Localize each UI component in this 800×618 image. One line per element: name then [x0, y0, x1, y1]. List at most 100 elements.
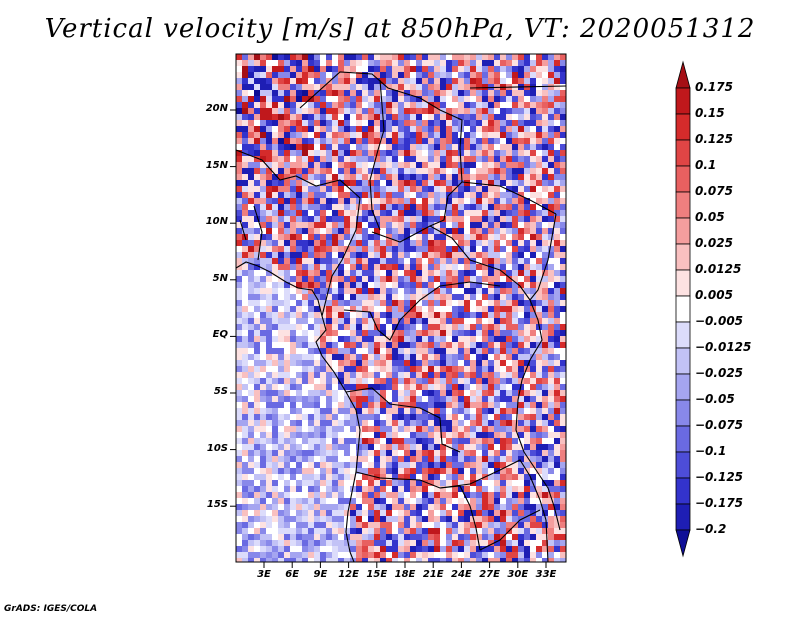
field-cell	[326, 540, 333, 547]
field-cell	[362, 132, 369, 139]
field-cell	[446, 132, 453, 139]
field-cell	[518, 198, 525, 205]
field-cell	[554, 282, 561, 289]
field-cell	[266, 216, 273, 223]
field-cell	[548, 156, 555, 163]
field-cell	[368, 60, 375, 67]
field-cell	[260, 414, 267, 421]
field-cell	[404, 456, 411, 463]
field-cell	[296, 360, 303, 367]
field-cell	[326, 438, 333, 445]
field-cell	[542, 312, 549, 319]
field-cell	[242, 66, 249, 73]
field-cell	[470, 234, 477, 241]
field-cell	[524, 156, 531, 163]
field-cell	[344, 558, 351, 562]
field-cell	[290, 474, 297, 481]
field-cell	[404, 84, 411, 91]
field-cell	[530, 534, 537, 541]
field-cell	[482, 486, 489, 493]
field-cell	[266, 270, 273, 277]
x-tick-label: 30E	[507, 569, 529, 580]
field-cell	[254, 114, 261, 121]
field-cell	[332, 540, 339, 547]
field-cell	[482, 504, 489, 511]
field-cell	[506, 216, 513, 223]
field-cell	[386, 534, 393, 541]
field-cell	[428, 456, 435, 463]
field-cell	[446, 294, 453, 301]
field-cell	[386, 90, 393, 97]
field-cell	[314, 204, 321, 211]
field-cell	[272, 156, 279, 163]
field-cell	[446, 102, 453, 109]
field-cell	[488, 522, 495, 529]
field-cell	[458, 468, 465, 475]
colorbar-segment	[675, 269, 691, 297]
field-cell	[260, 360, 267, 367]
field-cell	[446, 306, 453, 313]
field-cell	[266, 432, 273, 439]
field-cell	[470, 510, 477, 517]
field-cell	[350, 348, 357, 355]
field-cell	[236, 276, 243, 283]
field-cell	[506, 210, 513, 217]
field-cell	[506, 66, 513, 73]
field-cell	[482, 552, 489, 559]
field-cell	[524, 408, 531, 415]
field-cell	[344, 450, 351, 457]
field-cell	[266, 210, 273, 217]
field-cell	[428, 498, 435, 505]
field-cell	[260, 60, 267, 67]
field-cell	[332, 528, 339, 535]
field-cell	[542, 150, 549, 157]
field-cell	[482, 156, 489, 163]
field-cell	[242, 102, 249, 109]
field-cell	[434, 102, 441, 109]
field-cell	[458, 534, 465, 541]
field-cell	[464, 234, 471, 241]
field-cell	[518, 288, 525, 295]
field-cell	[494, 306, 501, 313]
field-cell	[476, 84, 483, 91]
field-cell	[524, 540, 531, 547]
field-cell	[350, 492, 357, 499]
field-cell	[560, 516, 566, 523]
field-cell	[344, 240, 351, 247]
field-cell	[356, 84, 363, 91]
field-cell	[500, 480, 507, 487]
field-cell	[362, 318, 369, 325]
field-cell	[560, 108, 566, 115]
field-cell	[518, 504, 525, 511]
field-cell	[440, 444, 447, 451]
field-cell	[356, 72, 363, 79]
field-cell	[524, 324, 531, 331]
field-cell	[242, 162, 249, 169]
field-cell	[314, 264, 321, 271]
field-cell	[314, 396, 321, 403]
field-cell	[356, 522, 363, 529]
field-cell	[380, 348, 387, 355]
field-cell	[362, 342, 369, 349]
field-cell	[464, 336, 471, 343]
field-cell	[452, 234, 459, 241]
field-cell	[290, 516, 297, 523]
field-cell	[332, 108, 339, 115]
field-cell	[266, 486, 273, 493]
field-cell	[422, 348, 429, 355]
field-cell	[332, 504, 339, 511]
field-cell	[332, 324, 339, 331]
field-cell	[422, 354, 429, 361]
field-cell	[416, 450, 423, 457]
field-cell	[374, 528, 381, 535]
field-cell	[452, 168, 459, 175]
field-cell	[308, 102, 315, 109]
field-cell	[338, 510, 345, 517]
field-cell	[560, 174, 566, 181]
field-cell	[296, 504, 303, 511]
field-cell	[338, 402, 345, 409]
field-cell	[278, 504, 285, 511]
field-cell	[272, 54, 279, 61]
field-cell	[290, 132, 297, 139]
field-cell	[512, 348, 519, 355]
